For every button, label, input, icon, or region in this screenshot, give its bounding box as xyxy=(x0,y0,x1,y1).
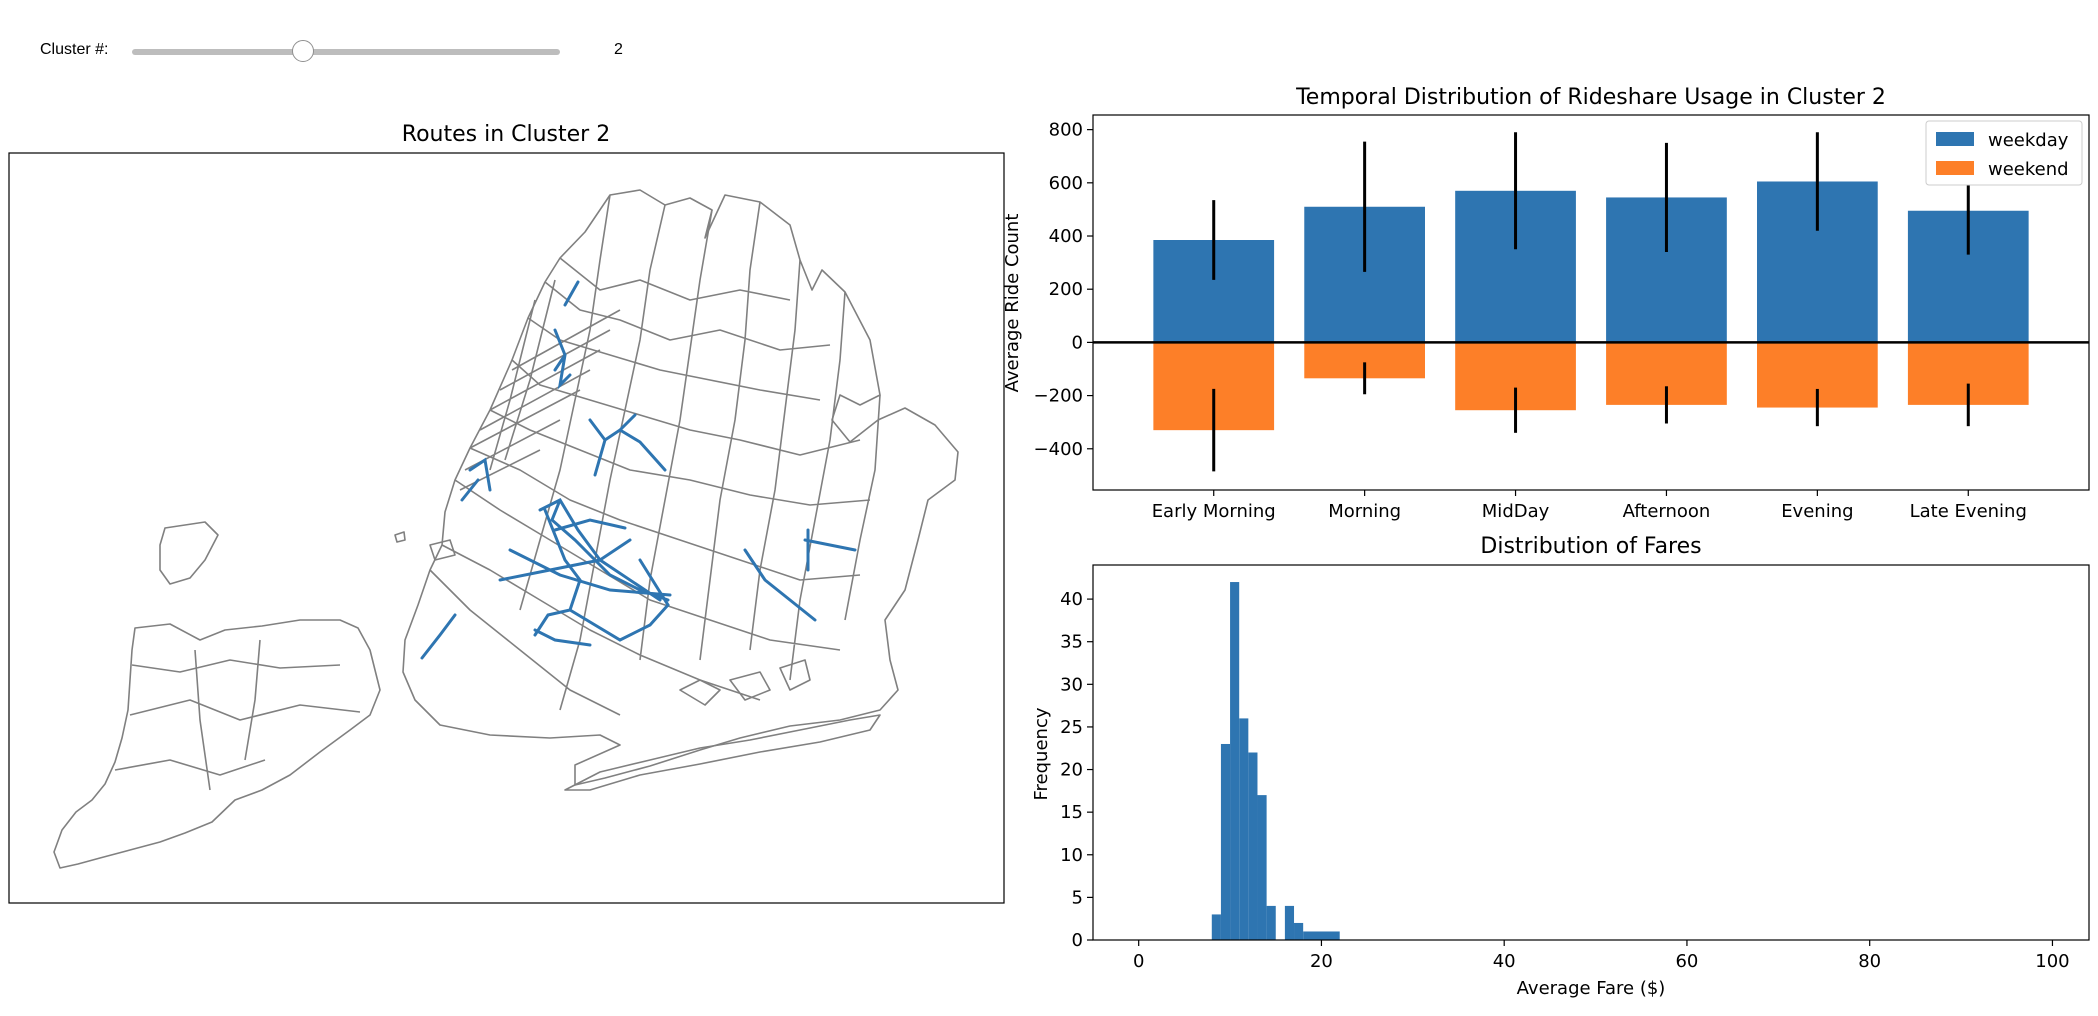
fare-chart-title: Distribution of Fares xyxy=(1480,534,1701,559)
cluster-slider-handle[interactable] xyxy=(292,40,315,62)
histogram-bar xyxy=(1230,582,1240,940)
main-boundary xyxy=(402,189,959,786)
temporal-chart-title: Temporal Distribution of Rideshare Usage… xyxy=(1295,85,1886,110)
x-tick-label: 100 xyxy=(2035,951,2069,972)
map-title: Routes in Cluster 2 xyxy=(402,122,610,147)
histogram-bar xyxy=(1284,905,1295,940)
y-tick-label: 40 xyxy=(1060,589,1083,610)
inner-neighborhoods xyxy=(429,194,881,716)
histogram-bar xyxy=(1239,718,1249,940)
histogram-bar xyxy=(1211,914,1221,940)
borough-boundaries xyxy=(53,189,959,869)
temporal-x-axis: Early Morning Morning MidDay Afternoon Eveni… xyxy=(1152,490,2027,522)
island-small xyxy=(159,521,219,585)
histogram-bar xyxy=(1303,931,1340,940)
temporal-y-label: Average Ride Count xyxy=(1002,214,1023,393)
staten-island-inner xyxy=(114,639,361,791)
routes-map: Routes in Cluster 2 xyxy=(8,122,1005,904)
x-tick-label: 80 xyxy=(1858,951,1881,972)
x-tick-label: Late Evening xyxy=(1910,501,2027,522)
legend-label-weekend: weekend xyxy=(1988,159,2069,180)
x-tick-label: MidDay xyxy=(1482,501,1550,522)
x-tick-label: 60 xyxy=(1675,951,1698,972)
legend-swatch-weekday xyxy=(1936,132,1974,146)
fare-x-label: Average Fare ($) xyxy=(1517,978,1666,999)
x-tick-label: Afternoon xyxy=(1623,501,1711,522)
histogram-bar xyxy=(1248,752,1258,940)
y-tick-label: 0 xyxy=(1072,332,1083,353)
y-tick-label: 35 xyxy=(1060,632,1083,653)
cluster-slider-value: 2 xyxy=(614,41,623,58)
y-tick-label: 5 xyxy=(1072,887,1083,908)
route-path xyxy=(563,280,580,307)
y-tick-label: 30 xyxy=(1060,674,1083,695)
legend-label-weekday: weekday xyxy=(1988,130,2069,151)
temporal-bars xyxy=(1093,132,2089,472)
y-tick-label: 200 xyxy=(1049,279,1083,300)
jamaica-bay-islands xyxy=(679,659,811,706)
small-island-1 xyxy=(394,531,406,543)
y-tick-label: 10 xyxy=(1060,845,1083,866)
x-tick-label: 0 xyxy=(1133,951,1144,972)
fare-y-label: Frequency xyxy=(1031,707,1052,800)
cluster-slider-label: Cluster #: xyxy=(40,41,109,58)
histogram-bar xyxy=(1294,922,1304,940)
x-tick-label: Evening xyxy=(1781,501,1853,522)
y-tick-label: 800 xyxy=(1049,120,1083,141)
fare-bars xyxy=(1211,582,1340,940)
temporal-legend: weekday weekend xyxy=(1925,120,2083,186)
fare-x-axis: 0 20 40 60 80 100 xyxy=(1133,940,2070,972)
cluster-slider-track[interactable] xyxy=(132,49,560,55)
y-tick-label: 600 xyxy=(1049,173,1083,194)
y-tick-label: 15 xyxy=(1060,802,1083,823)
fare-frame xyxy=(1092,564,2090,941)
fare-histogram: Distribution of Fares Frequency Average … xyxy=(1031,534,2090,999)
temporal-y-axis: −400 −200 0 200 400 600 800 xyxy=(1034,120,1093,460)
y-tick-label: 25 xyxy=(1060,717,1083,738)
y-tick-label: 400 xyxy=(1049,226,1083,247)
route-path xyxy=(460,457,492,502)
cluster-routes xyxy=(420,280,857,660)
route-path xyxy=(743,548,817,622)
x-tick-label: Morning xyxy=(1328,501,1401,522)
fare-y-axis: 0 5 10 15 20 25 30 35 40 xyxy=(1060,589,1093,951)
x-tick-label: 20 xyxy=(1310,951,1333,972)
cluster-slider-row: Cluster #: 2 xyxy=(0,0,700,100)
map-frame xyxy=(8,152,1005,904)
histogram-bar xyxy=(1257,795,1267,940)
route-path xyxy=(588,413,667,477)
y-tick-label: 20 xyxy=(1060,760,1083,781)
legend-swatch-weekend xyxy=(1936,161,1974,175)
manhattan-grid xyxy=(459,279,621,491)
small-island-2 xyxy=(429,539,456,561)
staten-island-boundary xyxy=(53,619,381,869)
y-tick-label: −400 xyxy=(1034,439,1083,460)
route-path xyxy=(420,613,457,660)
y-tick-label: −200 xyxy=(1034,386,1083,407)
route-path xyxy=(553,328,572,390)
rockaway-boundary xyxy=(564,714,881,791)
route-path xyxy=(498,498,672,647)
x-tick-label: 40 xyxy=(1493,951,1516,972)
histogram-bar xyxy=(1220,743,1231,940)
histogram-bar xyxy=(1266,905,1276,940)
x-tick-label: Early Morning xyxy=(1152,501,1276,522)
temporal-frame xyxy=(1092,114,2090,491)
temporal-chart: Temporal Distribution of Rideshare Usage… xyxy=(1002,85,2090,522)
route-path xyxy=(803,528,857,572)
y-tick-label: 0 xyxy=(1072,930,1083,951)
